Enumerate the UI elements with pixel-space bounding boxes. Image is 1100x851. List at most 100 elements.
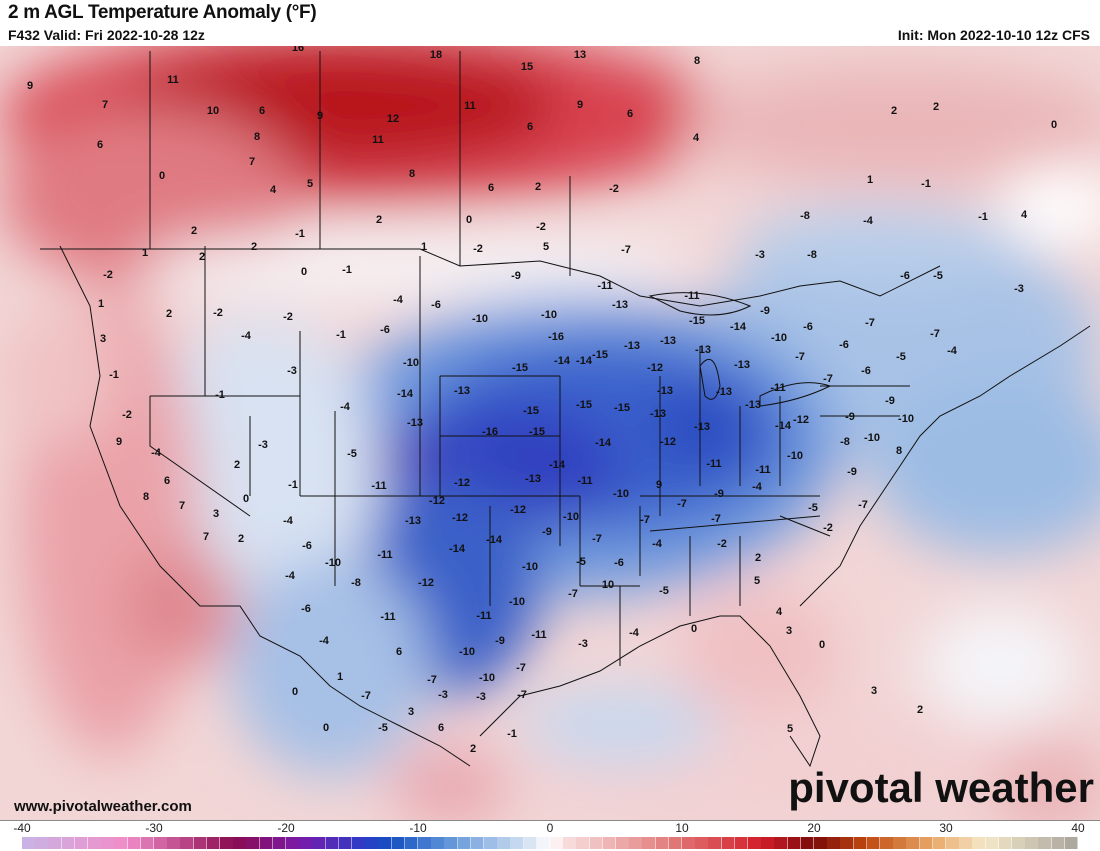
- anomaly-value-label: -11: [597, 280, 612, 292]
- anomaly-value-label: -4: [285, 570, 296, 582]
- anomaly-value-label: -10: [479, 672, 495, 684]
- anomaly-value-label: 8: [409, 168, 415, 180]
- anomaly-value-label: -1: [288, 479, 298, 491]
- anomaly-value-label: 0: [466, 214, 472, 226]
- anomaly-value-label: 6: [164, 475, 170, 487]
- anomaly-value-label: 6: [259, 105, 265, 117]
- anomaly-value-label: -6: [431, 299, 441, 311]
- anomaly-value-label: 9: [577, 99, 583, 111]
- colorbar-segment: [1012, 837, 1026, 849]
- anomaly-value-label: 6: [527, 121, 533, 133]
- anomaly-value-label: -10: [459, 646, 475, 658]
- anomaly-value-label: -12: [454, 477, 470, 489]
- colorbar-segment: [418, 837, 432, 849]
- anomaly-value-label: 0: [301, 266, 307, 278]
- anomaly-value-label: -6: [614, 557, 624, 569]
- anomaly-value-label: 10: [207, 105, 219, 117]
- anomaly-value-label: -9: [760, 305, 770, 317]
- anomaly-value-label: -6: [861, 365, 871, 377]
- colorbar-segment: [602, 837, 617, 849]
- anomaly-value-label: -6: [803, 321, 813, 333]
- anomaly-value-label: 2: [238, 533, 244, 545]
- website-link[interactable]: www.pivotalweather.com: [14, 798, 192, 815]
- anomaly-value-label: 10: [602, 579, 614, 591]
- colorbar-segment: [695, 837, 709, 849]
- anomaly-value-label: -5: [576, 556, 586, 568]
- colorbar-segment: [101, 837, 115, 849]
- anomaly-value-label: -4: [241, 330, 252, 342]
- anomaly-value-label: -15: [592, 349, 608, 361]
- anomaly-value-label: -7: [795, 351, 805, 363]
- colorbar-segment: [840, 837, 855, 849]
- anomaly-value-label: -7: [427, 674, 437, 686]
- colorbar-segment: [748, 837, 762, 849]
- anomaly-value-label: -10: [509, 596, 525, 608]
- anomaly-value-label: 18: [430, 49, 442, 61]
- colorbar-tick-label: -20: [277, 821, 295, 835]
- colorbar-segment: [536, 837, 551, 849]
- colorbar-segment: [932, 837, 947, 849]
- anomaly-value-label: -14: [775, 420, 792, 432]
- anomaly-value-label: 6: [488, 182, 494, 194]
- anomaly-value-label: -11: [371, 480, 386, 492]
- colorbar-tick-label: 30: [939, 821, 953, 835]
- colorbar-segment: [352, 837, 366, 849]
- colorbar-segment: [1064, 837, 1079, 849]
- anomaly-value-label: -11: [706, 458, 721, 470]
- anomaly-value-label: -13: [407, 417, 423, 429]
- anomaly-value-label: -15: [689, 315, 705, 327]
- anomaly-value-label: 6: [396, 646, 402, 658]
- colorbar-segment: [787, 837, 802, 849]
- anomaly-value-label: -14: [554, 355, 571, 367]
- anomaly-value-label: -13: [745, 399, 761, 411]
- colorbar-segment: [286, 837, 300, 849]
- anomaly-value-label: 13: [574, 49, 586, 61]
- colorbar-segment: [959, 837, 973, 849]
- anomaly-value-label: -12: [510, 504, 526, 516]
- anomaly-value-label: 0: [691, 623, 697, 635]
- anomaly-value-label: -13: [525, 473, 541, 485]
- anomaly-value-label: -2: [536, 221, 546, 233]
- anomaly-value-label: -14: [730, 321, 747, 333]
- anomaly-value-label: -8: [807, 249, 817, 261]
- colorbar-segment: [167, 837, 181, 849]
- colorbar-tick-label: -10: [409, 821, 427, 835]
- colorbar-segment: [629, 837, 643, 849]
- anomaly-value-label: -7: [677, 498, 687, 510]
- anomaly-value-label: -6: [380, 324, 390, 336]
- anomaly-value-label: -4: [151, 447, 162, 459]
- anomaly-value-label: -10: [613, 488, 629, 500]
- colorbar-segment: [893, 837, 907, 849]
- colorbar-segment: [616, 837, 630, 849]
- colorbar-segment: [180, 837, 195, 849]
- anomaly-value-label: 2: [166, 308, 172, 320]
- anomaly-value-label: 2: [376, 214, 382, 226]
- anomaly-value-label: -7: [592, 533, 602, 545]
- anomaly-value-label: -4: [340, 401, 351, 413]
- anomaly-value-label: -11: [770, 382, 785, 394]
- anomaly-value-label: -8: [840, 436, 850, 448]
- anomaly-value-label: -6: [900, 270, 910, 282]
- anomaly-value-label: 9: [317, 110, 323, 122]
- anomaly-value-label: -3: [258, 439, 268, 451]
- colorbar-segment: [74, 837, 89, 849]
- anomaly-value-label: 0: [243, 493, 249, 505]
- colorbar-segment: [365, 837, 379, 849]
- colorbar-segment: [827, 837, 841, 849]
- anomaly-value-label: -1: [921, 178, 931, 190]
- anomaly-value-label: 2: [891, 105, 897, 117]
- anomaly-value-label: -1: [215, 389, 225, 401]
- anomaly-value-label: -15: [523, 405, 539, 417]
- colorbar-segment: [470, 837, 485, 849]
- anomaly-value-label: -7: [823, 373, 833, 385]
- anomaly-value-label: 12: [387, 113, 399, 125]
- anomaly-value-label: 5: [543, 241, 549, 253]
- anomaly-value-label: -7: [930, 328, 940, 340]
- anomaly-value-label: 7: [102, 99, 108, 111]
- anomaly-value-label: 6: [438, 722, 444, 734]
- anomaly-value-label: -7: [516, 662, 526, 674]
- anomaly-value-label: -2: [122, 409, 132, 421]
- anomaly-value-label: -3: [578, 638, 588, 650]
- anomaly-value-label: 7: [203, 531, 209, 543]
- colorbar-segment: [391, 837, 406, 849]
